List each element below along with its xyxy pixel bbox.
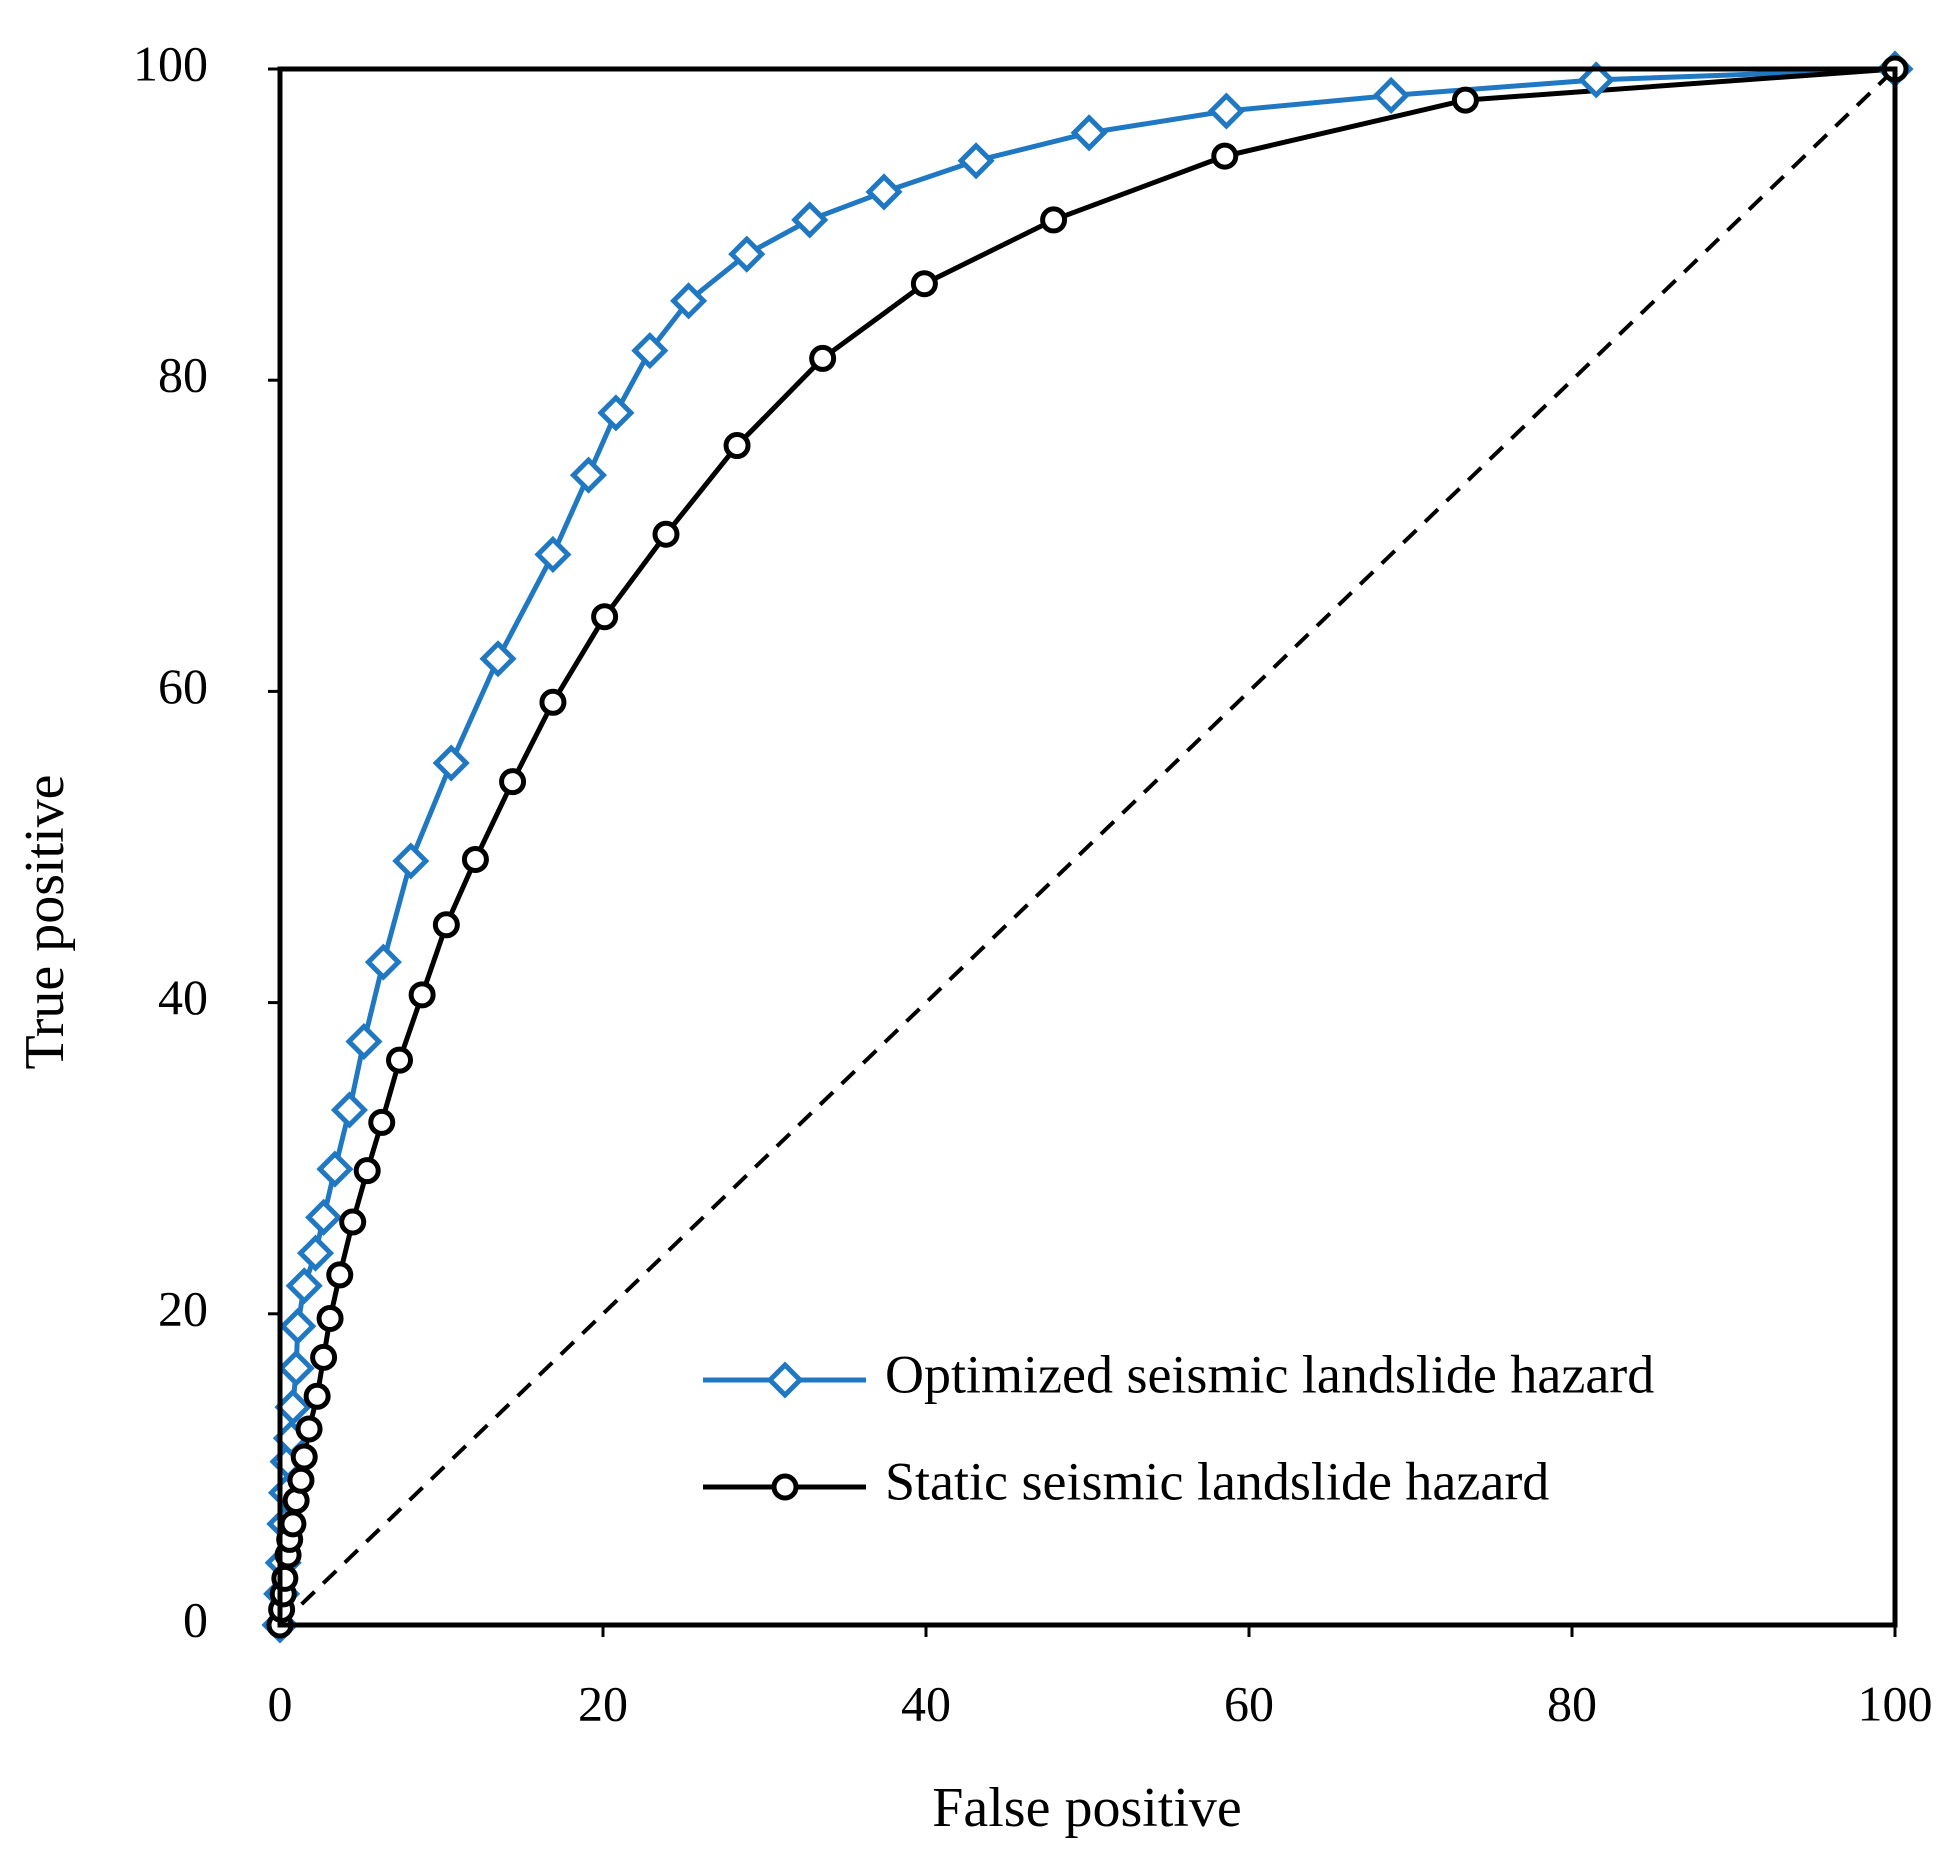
data-point — [499, 768, 527, 796]
data-point — [809, 344, 837, 372]
data-point — [591, 603, 619, 631]
data-point — [287, 1466, 315, 1494]
x-tick-label: 60 — [1224, 1675, 1274, 1731]
data-point — [1372, 76, 1410, 114]
data-point — [364, 943, 402, 981]
legend-label: Optimized seismic landslide hazard — [885, 1344, 1654, 1404]
data-point — [1070, 114, 1108, 152]
data-point — [910, 270, 938, 298]
x-tick-label: 40 — [901, 1675, 951, 1731]
y-tick-label: 20 — [158, 1280, 208, 1336]
data-point — [569, 456, 608, 494]
data-point — [353, 1157, 381, 1185]
data-point — [1207, 92, 1245, 130]
data-point — [728, 235, 766, 273]
data-point — [631, 332, 669, 370]
plot-frame — [277, 66, 1898, 1628]
data-point — [305, 1198, 343, 1236]
data-point — [1577, 61, 1615, 99]
data-point — [1451, 86, 1479, 114]
y-tick-label: 0 — [183, 1591, 208, 1647]
data-point — [957, 142, 995, 180]
data-point — [295, 1415, 323, 1443]
y-tick-label: 40 — [158, 969, 208, 1025]
data-point — [791, 201, 829, 239]
data-point — [461, 845, 489, 873]
x-tick-label: 20 — [578, 1675, 628, 1731]
data-point — [316, 1150, 354, 1188]
data-point — [274, 1388, 312, 1426]
data-point — [277, 1349, 315, 1387]
data-point — [368, 1108, 396, 1136]
y-tick-label: 60 — [158, 658, 208, 714]
x-axis-title: False positive — [932, 1777, 1242, 1839]
data-point — [339, 1208, 367, 1236]
data-point — [345, 1022, 383, 1061]
data-point — [326, 1261, 354, 1289]
data-point — [597, 394, 635, 432]
data-point — [386, 1046, 414, 1074]
data-point — [408, 981, 436, 1009]
data-point — [279, 1510, 307, 1538]
data-point — [670, 282, 708, 320]
data-point — [432, 744, 470, 782]
data-point — [723, 432, 751, 460]
legend-marker — [771, 1473, 799, 1501]
data-point — [316, 1304, 344, 1332]
y-axis-title: True positive — [14, 774, 76, 1069]
data-point — [539, 688, 567, 716]
data-point — [865, 173, 903, 211]
data-point — [534, 535, 572, 574]
data-point — [271, 1564, 299, 1592]
x-tick-label: 80 — [1547, 1675, 1597, 1731]
data-point — [330, 1091, 368, 1129]
data-point — [1211, 142, 1239, 170]
data-point — [1040, 206, 1068, 234]
data-point — [652, 520, 680, 548]
x-tick-label: 100 — [1858, 1675, 1933, 1731]
data-point — [279, 1307, 317, 1345]
data-point — [285, 1267, 323, 1305]
data-point — [303, 1382, 331, 1410]
x-tick-label: 0 — [268, 1675, 293, 1731]
y-tick-label: 80 — [158, 347, 208, 403]
data-point — [392, 842, 430, 880]
y-tick-label: 100 — [133, 35, 208, 91]
data-point — [290, 1443, 318, 1471]
data-point — [432, 911, 460, 939]
legend-marker — [766, 1361, 804, 1399]
data-point — [479, 640, 517, 678]
data-point — [310, 1343, 338, 1371]
reference-diagonal — [278, 67, 1897, 1627]
legend-label: Static seismic landslide hazard — [885, 1451, 1549, 1511]
data-point — [296, 1234, 335, 1272]
